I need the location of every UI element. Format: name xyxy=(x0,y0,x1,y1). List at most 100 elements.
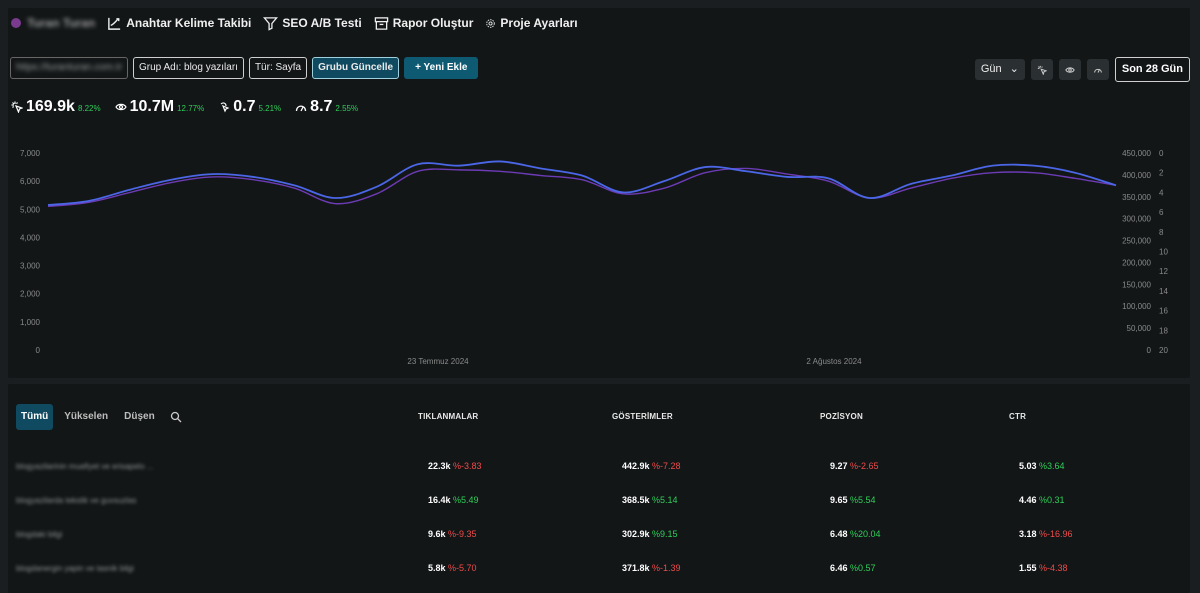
nav-create-report[interactable]: Rapor Oluştur xyxy=(374,16,474,31)
add-new-button[interactable]: + Yeni Ekle xyxy=(404,57,479,79)
y-tick-label: 350,000 xyxy=(1122,193,1151,202)
cell-value: 22.3k xyxy=(428,461,454,471)
cell-value: 302.9k xyxy=(622,529,653,539)
y-tick-label: 100,000 xyxy=(1122,302,1151,311)
nav-seo-ab-test[interactable]: SEO A/B Testi xyxy=(263,16,362,31)
tab-all[interactable]: Tümü xyxy=(16,404,54,430)
project-name: Turan Turan xyxy=(27,16,96,30)
row-page-name[interactable]: blogdaki bilgi xyxy=(16,530,63,539)
header-ctr[interactable]: CTR xyxy=(1009,412,1027,421)
y-tick-label: 450,000 xyxy=(1122,149,1151,158)
table-tabs: Tümü Yükselen Düşen xyxy=(16,404,182,430)
metric-value: 169.9k xyxy=(26,98,75,115)
header-position[interactable]: POZİSYON xyxy=(820,412,863,421)
date-range-button[interactable]: Son 28 Gün xyxy=(1114,57,1190,82)
nav-keyword-tracking[interactable]: Anahtar Kelime Takibi xyxy=(107,16,251,31)
header-impressions[interactable]: GÖSTERİMLER xyxy=(612,412,673,421)
y-tick-label: 1,000 xyxy=(20,318,41,327)
nav-label: Rapor Oluştur xyxy=(392,16,474,30)
cell-clicks: 5.8k %-5.70 xyxy=(428,563,477,573)
cell-ctr: 3.18 %-16.96 xyxy=(1019,529,1073,539)
metric-impressions: 10.7M 12.77% xyxy=(114,98,204,116)
cell-ctr: 1.55 %-4.38 xyxy=(1019,563,1068,573)
cell-change: %9.15 xyxy=(652,529,678,539)
header-clicks[interactable]: TIKLANMALAR xyxy=(418,412,479,421)
cell-value: 3.18 xyxy=(1019,529,1040,539)
row-page-name[interactable]: blogyazilarinin muafiyet ve erisapelo ..… xyxy=(16,462,154,471)
table-panel xyxy=(8,384,1190,593)
url-input[interactable]: https://turanturan.com.tr xyxy=(10,57,128,79)
y-tick-label: 20 xyxy=(1159,346,1168,355)
y-tick-label: 0 xyxy=(1159,149,1164,158)
cell-value: 9.27 xyxy=(830,461,851,471)
eye-icon xyxy=(114,103,127,111)
chart-line-icon xyxy=(108,17,121,30)
cell-impr: 368.5k %5.14 xyxy=(622,495,678,505)
granularity-select[interactable]: Gün ⌄ xyxy=(974,59,1025,80)
y-tick-label: 2,000 xyxy=(20,290,41,299)
cell-clicks: 9.6k %-9.35 xyxy=(428,529,477,539)
series-lines xyxy=(47,160,1117,208)
y-tick-label: 2 xyxy=(1159,169,1164,178)
search-icon[interactable] xyxy=(170,411,182,423)
cell-change: %-3.83 xyxy=(453,461,482,471)
nav-project-settings[interactable]: Proje Ayarları xyxy=(485,16,578,30)
cell-pos: 9.65 %5.54 xyxy=(830,495,876,505)
y-tick-label: 4,000 xyxy=(20,233,41,242)
cell-ctr: 5.03 %3.64 xyxy=(1019,461,1065,471)
row-page-name[interactable]: blogdanergin yapin ve tasnik bilgi xyxy=(16,564,134,573)
cell-value: 1.55 xyxy=(1019,563,1040,573)
type-filter[interactable]: Tür: Sayfa xyxy=(248,57,308,79)
metric-clicks: 169.9k 8.22% xyxy=(11,98,101,116)
click-icon xyxy=(1037,65,1047,75)
toggle-position-button[interactable] xyxy=(1086,59,1109,80)
update-group-button[interactable]: Grubu Güncelle xyxy=(312,57,400,79)
top-nav: Turan Turan Anahtar Kelime Takibi SEO A/… xyxy=(11,14,578,32)
x-tick-label: 23 Temmuz 2024 xyxy=(407,357,469,366)
nav-label: Proje Ayarları xyxy=(500,16,578,30)
position-icon xyxy=(1094,68,1102,73)
cell-value: 6.48 xyxy=(830,529,851,539)
cell-change: %5.14 xyxy=(652,495,678,505)
metric-change: 5.21% xyxy=(258,104,282,113)
chart-controls: Gün ⌄ Son 28 Gün xyxy=(974,57,1190,82)
tab-falling[interactable]: Düşen xyxy=(124,411,155,422)
series-line-1 xyxy=(47,167,1117,208)
y-tick-label: 300,000 xyxy=(1122,215,1151,224)
y-tick-label: 400,000 xyxy=(1122,171,1151,180)
group-name-filter[interactable]: Grup Adı: blog yazıları xyxy=(133,57,244,79)
cell-change: %-4.38 xyxy=(1039,563,1068,573)
gear-icon xyxy=(486,18,496,28)
y-tick-label: 50,000 xyxy=(1127,324,1152,333)
cell-change: %5.49 xyxy=(453,495,479,505)
pages-table: Tümü Yükselen Düşen TIKLANMALAR GÖSTERİM… xyxy=(8,384,1190,593)
metric-change: 2.55% xyxy=(335,104,359,113)
cell-change: %0.31 xyxy=(1039,495,1065,505)
click-icon xyxy=(11,101,23,113)
y-tick-label: 8 xyxy=(1159,228,1164,237)
y-tick-label: 7,000 xyxy=(20,149,41,158)
cell-change: %-1.39 xyxy=(652,563,681,573)
cell-pos: 6.46 %0.57 xyxy=(830,563,876,573)
toggle-clicks-button[interactable] xyxy=(1030,59,1053,80)
y-tick-label: 200,000 xyxy=(1122,258,1151,267)
cell-change: %-16.96 xyxy=(1039,529,1073,539)
cell-pos: 6.48 %20.04 xyxy=(830,529,881,539)
cell-value: 6.46 xyxy=(830,563,851,573)
y-tick-label: 4 xyxy=(1159,188,1164,197)
cell-change: %3.64 xyxy=(1039,461,1065,471)
row-page-name[interactable]: blogyazilarda tekstik ve guvsuzlas xyxy=(16,496,137,505)
position-icon xyxy=(296,105,307,112)
summary-metrics: 169.9k 8.22% 10.7M 12.77% 0.7 5.21% 8.7 … xyxy=(11,98,364,116)
cell-value: 371.8k xyxy=(622,563,653,573)
toggle-impressions-button[interactable] xyxy=(1058,59,1081,80)
cell-value: 9.65 xyxy=(830,495,851,505)
project-selector[interactable]: Turan Turan xyxy=(11,16,95,30)
eye-icon xyxy=(1065,66,1075,73)
metric-value: 8.7 xyxy=(310,98,333,115)
metric-change: 8.22% xyxy=(77,104,101,113)
tab-rising[interactable]: Yükselen xyxy=(64,411,109,422)
metric-ctr: 0.7 5.21% xyxy=(218,98,281,116)
cell-value: 16.4k xyxy=(428,495,454,505)
